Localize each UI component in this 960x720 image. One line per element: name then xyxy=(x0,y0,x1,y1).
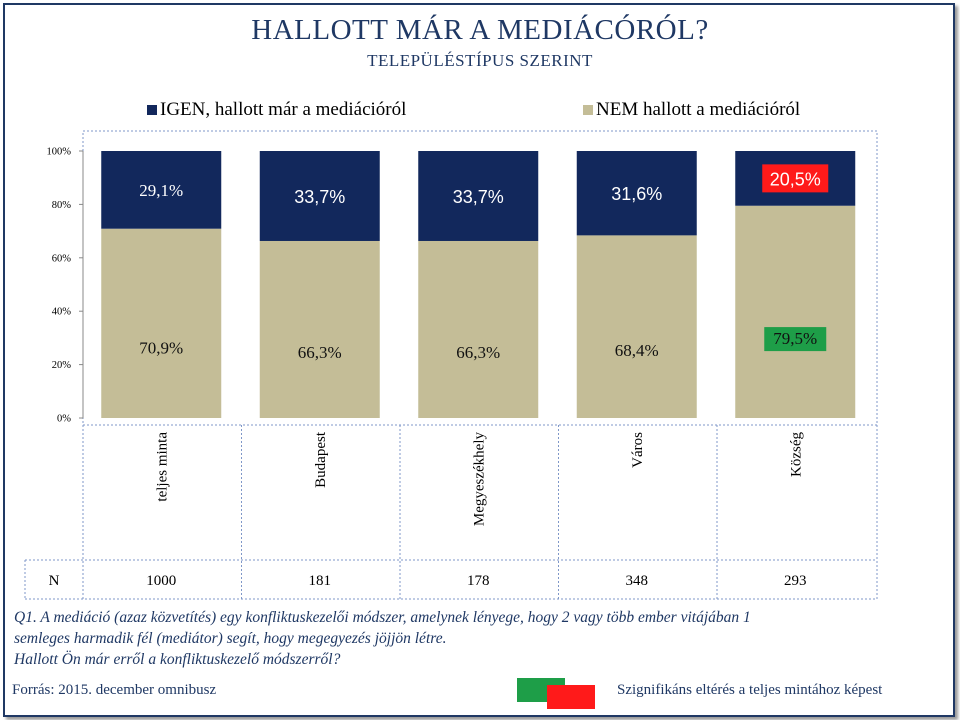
y-tick-label: 40% xyxy=(52,307,72,318)
data-label: 70,9% xyxy=(139,338,183,357)
significance-label: Szignifikáns eltérés a teljes mintához k… xyxy=(617,682,883,698)
y-tick-label: 60% xyxy=(52,253,72,264)
bar-segment xyxy=(259,151,380,241)
slide-frame xyxy=(3,3,955,717)
bar-segment xyxy=(259,240,380,418)
data-label: 33,7% xyxy=(294,187,345,207)
legend-label-igen: IGEN, hallott már a mediációról xyxy=(160,99,407,120)
n-value: 181 xyxy=(309,573,332,589)
note-line: Q1. A mediáció (azaz közvetítés) egy kon… xyxy=(14,609,751,626)
legend-swatch-igen xyxy=(147,105,157,115)
legend-item-nem: NEM hallott a mediációról xyxy=(583,99,800,121)
data-label: 79,5% xyxy=(773,329,817,348)
legend-swatch-nem xyxy=(583,105,593,115)
bar-segment xyxy=(418,240,539,418)
category-label: Budapest xyxy=(313,431,329,488)
n-value: 178 xyxy=(467,573,490,589)
significance-red-swatch xyxy=(547,685,595,709)
n-row-label: N xyxy=(49,573,60,589)
y-tick-label: 0% xyxy=(57,414,71,425)
y-tick-label: 100% xyxy=(47,147,72,158)
bar-segment xyxy=(101,228,222,418)
legend-item-igen: IGEN, hallott már a mediációról xyxy=(147,99,406,121)
source-text: Forrás: 2015. december omnibusz xyxy=(12,682,217,698)
n-value: 293 xyxy=(784,573,807,589)
highlight-box xyxy=(764,327,827,352)
data-label: 68,4% xyxy=(615,341,659,360)
y-tick-label: 80% xyxy=(52,200,72,211)
n-value: 1000 xyxy=(146,573,176,589)
note-line: semleges harmadik fél (mediátor) segít, … xyxy=(14,630,447,647)
n-value: 348 xyxy=(626,573,649,589)
data-label: 66,3% xyxy=(456,343,500,362)
bar-segment xyxy=(101,151,222,229)
question-note: Q1. A mediáció (azaz közvetítés) egy kon… xyxy=(14,607,944,670)
data-label: 33,7% xyxy=(453,187,504,207)
bar-segment xyxy=(576,235,697,418)
slide-title: HALLOTT MÁR A MEDIÁCÓRÓL? xyxy=(251,14,709,46)
bar-segment xyxy=(418,151,539,241)
bar-segment xyxy=(735,205,856,418)
note-line: Hallott Ön már erről a konfliktuskezelő … xyxy=(14,651,341,668)
data-label: 29,1% xyxy=(139,181,183,200)
legend-label-nem: NEM hallott a mediációról xyxy=(596,99,801,120)
category-label: Község xyxy=(788,432,804,477)
category-label: Megyeszékhely xyxy=(471,432,487,527)
bar-segment xyxy=(576,151,697,236)
highlight-box xyxy=(762,164,829,193)
data-label: 66,3% xyxy=(298,343,342,362)
category-label: Város xyxy=(630,432,646,468)
category-label: teljes minta xyxy=(154,432,170,502)
data-label: 20,5% xyxy=(770,169,821,189)
y-tick-label: 20% xyxy=(52,360,72,371)
data-label: 31,6% xyxy=(611,184,662,204)
slide-subtitle: TELEPÜLÉSTÍPUS SZERINT xyxy=(367,51,593,70)
